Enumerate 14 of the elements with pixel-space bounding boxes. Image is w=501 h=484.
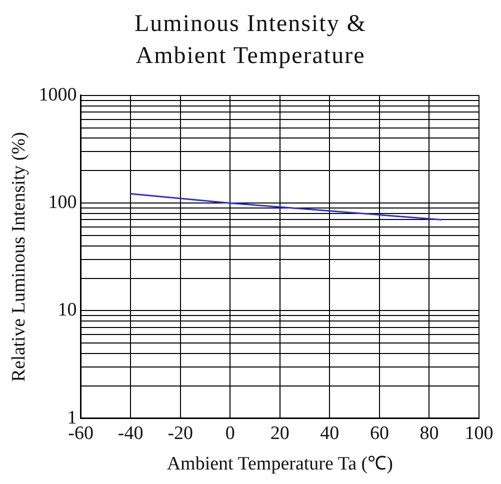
y-tick-label: 10	[58, 300, 77, 321]
x-axis-title: Ambient Temperature Ta (℃)	[166, 454, 393, 475]
x-tick-label: 60	[370, 422, 389, 444]
x-tick-label: 80	[420, 422, 439, 444]
x-tick-label: -40	[118, 422, 144, 444]
x-tick-label: 100	[464, 422, 494, 444]
y-axis-title: Relative Luminous Intensity (%)	[8, 132, 30, 382]
x-tick-label: 40	[320, 422, 340, 444]
chart-title: Luminous Intensity & Ambient Temperature	[134, 10, 368, 71]
y-tick-label: 100	[48, 192, 77, 214]
x-tick-label: 20	[270, 422, 290, 444]
y-tick-label: 1000	[38, 84, 77, 106]
x-tick-label: -20	[168, 422, 194, 444]
x-tick-label: 0	[225, 422, 235, 444]
